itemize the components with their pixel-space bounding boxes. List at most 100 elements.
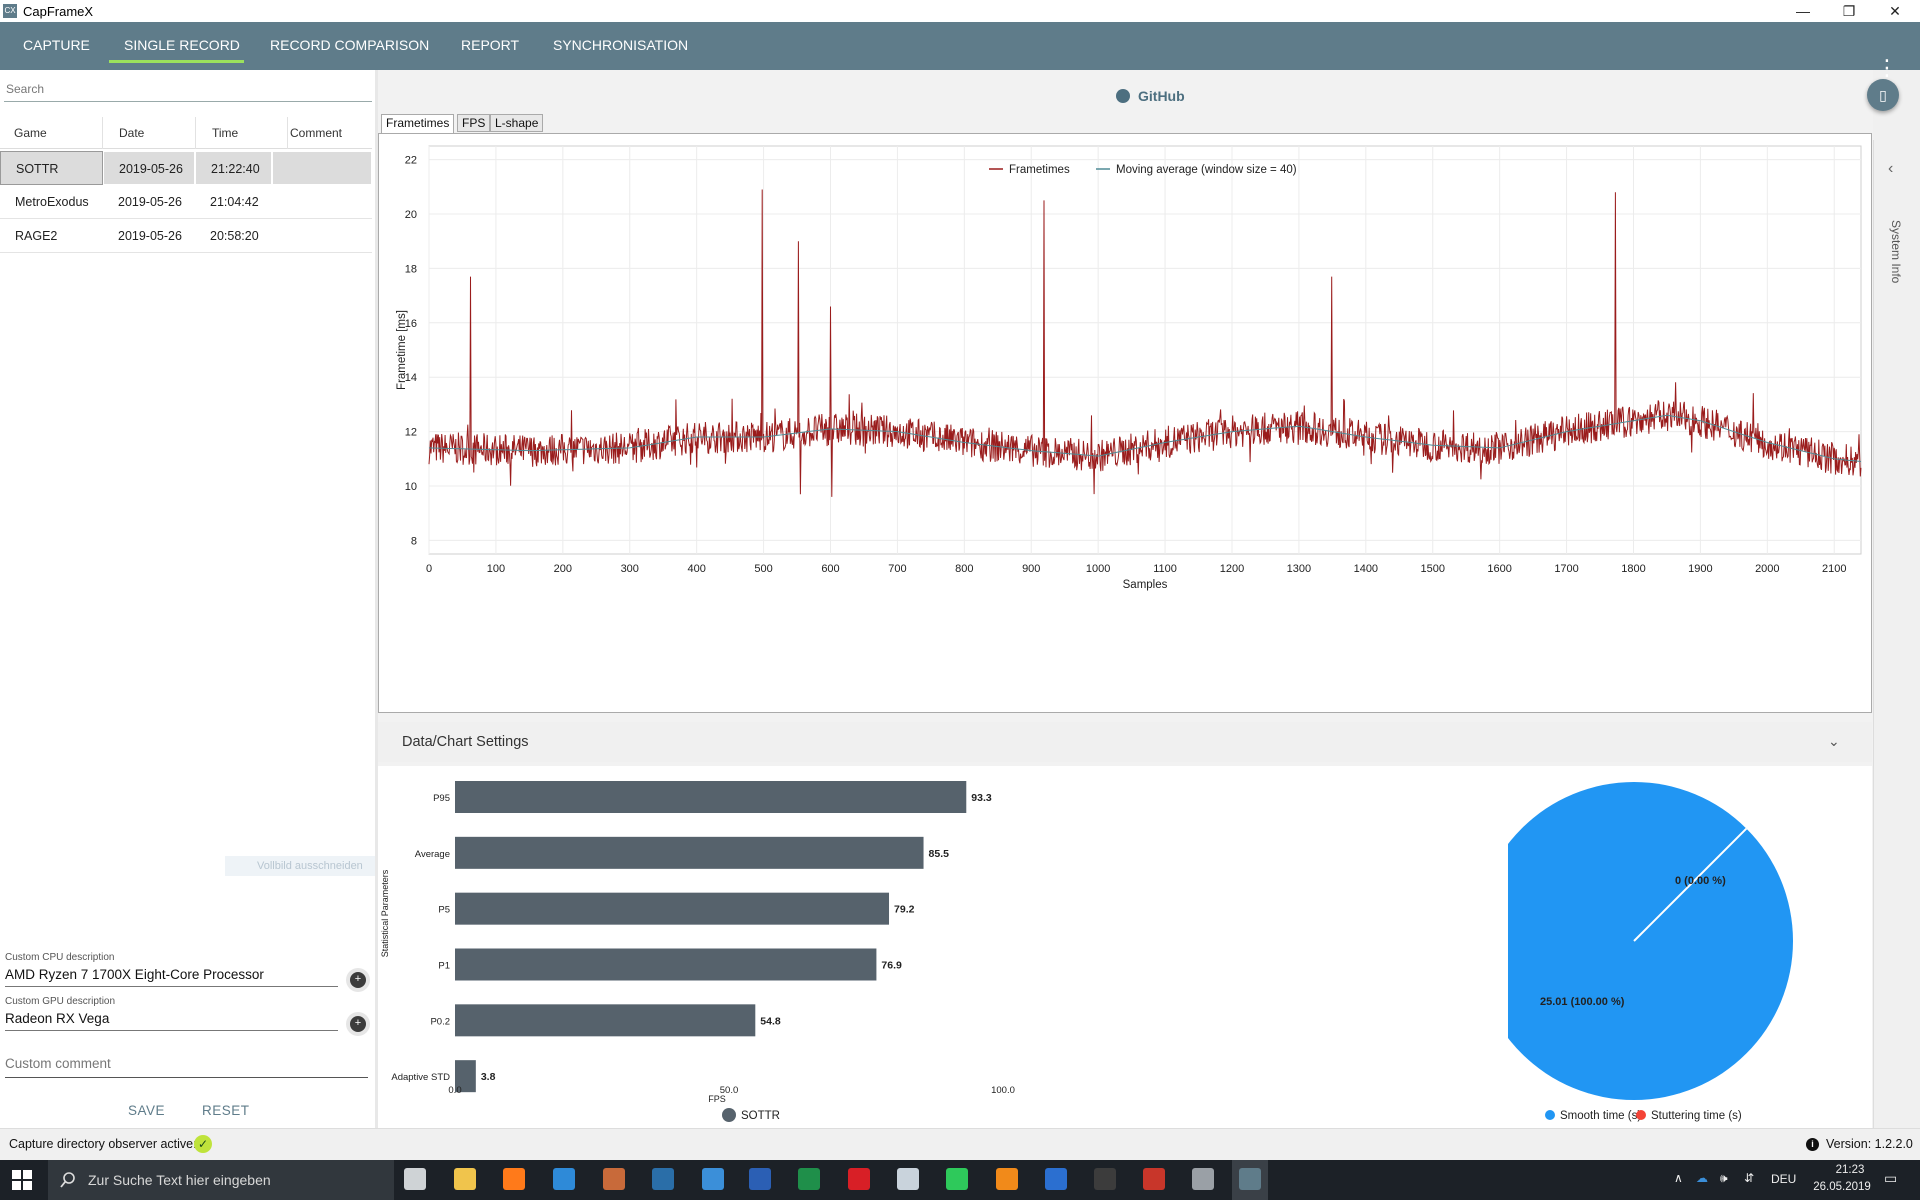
system-info-sidebar[interactable]	[1873, 140, 1920, 1128]
cell-comment[interactable]	[272, 219, 372, 253]
maximize-button[interactable]: ❐	[1842, 3, 1856, 19]
custom-comment-input[interactable]: Custom comment	[5, 1056, 368, 1078]
network-icon[interactable]: ⇵	[1744, 1171, 1755, 1185]
minimize-button[interactable]: —	[1796, 3, 1810, 19]
amd-icon[interactable]	[1143, 1168, 1165, 1190]
save-button[interactable]: SAVE	[128, 1103, 166, 1118]
chevron-down-icon[interactable]: ⌄	[1828, 733, 1840, 749]
data-chart-settings-bar[interactable]	[378, 722, 1872, 762]
window-title: CapFrameX	[23, 4, 94, 19]
y-tick-label: 8	[411, 535, 417, 547]
x-tick-label: 2100	[1822, 563, 1846, 575]
pie-slice-divider	[1633, 827, 1748, 942]
table-row[interactable]: SOTTR 2019-05-26 21:22:40	[0, 151, 372, 185]
whatsapp-icon[interactable]	[946, 1168, 968, 1190]
status-bar	[0, 1128, 1920, 1160]
value-label: 54.8	[760, 1015, 781, 1027]
firefox-icon[interactable]	[503, 1168, 525, 1190]
close-button[interactable]: ✕	[1889, 3, 1901, 19]
value-label: 76.9	[881, 960, 902, 972]
github-link[interactable]: GitHub	[1138, 88, 1185, 104]
document-icon[interactable]	[897, 1168, 919, 1190]
tab-record-comparison[interactable]: RECORD COMPARISON	[270, 37, 430, 53]
more-options-icon[interactable]: ⋮	[1876, 55, 1898, 80]
cell-comment[interactable]	[272, 151, 372, 185]
table-row[interactable]: RAGE2 2019-05-26 20:58:20	[0, 219, 372, 253]
capframex-icon[interactable]	[1239, 1168, 1261, 1190]
bar-p5	[455, 892, 890, 925]
column-header-game[interactable]: Game	[0, 117, 103, 149]
tab-report[interactable]: REPORT	[461, 37, 520, 53]
version-text: Version: 1.2.2.0	[1826, 1137, 1913, 1151]
x-tick-label: 600	[821, 563, 839, 575]
tray-chevron-up-icon[interactable]: ∧	[1674, 1171, 1683, 1185]
y-tick-label: 20	[405, 209, 417, 221]
x-tick-label: 1800	[1621, 563, 1645, 575]
tab-capture[interactable]: CAPTURE	[23, 37, 90, 53]
legend-sottr-label: SOTTR	[741, 1110, 780, 1122]
settings-gear-icon[interactable]	[1192, 1168, 1214, 1190]
record-list-panel: Search Game Date Time Comment SOTTR 2019…	[0, 70, 375, 1128]
x-tick-label: 700	[888, 563, 906, 575]
search-icon	[60, 1172, 75, 1188]
vlc-icon[interactable]	[996, 1168, 1018, 1190]
cpu-description-field[interactable]: AMD Ryzen 7 1700X Eight-Core Processor	[5, 967, 338, 987]
y-tick-label: 16	[405, 318, 417, 330]
taskbar-clock-time[interactable]: 21:23	[1835, 1164, 1865, 1176]
file-explorer-icon[interactable]	[454, 1168, 476, 1190]
observer-status-text: Capture directory observer active:	[9, 1137, 197, 1151]
task-view-icon[interactable]	[404, 1168, 426, 1190]
value-label: 93.3	[971, 792, 992, 804]
steam-icon[interactable]	[652, 1168, 674, 1190]
audio-icon[interactable]	[1045, 1168, 1067, 1190]
check-icon: ✓	[194, 1135, 212, 1153]
language-indicator[interactable]: DEU	[1771, 1172, 1797, 1186]
chevron-left-icon[interactable]: ‹	[1888, 160, 1894, 177]
add-cpu-button[interactable]: +	[350, 972, 366, 988]
bar-p1	[455, 948, 877, 981]
game-icon[interactable]	[603, 1168, 625, 1190]
search-input[interactable]: Search	[4, 82, 372, 102]
tab-single-record[interactable]: SINGLE RECORD	[124, 37, 240, 53]
value-label: 3.8	[481, 1071, 496, 1083]
x-tick-label: 2000	[1755, 563, 1779, 575]
table-row[interactable]: MetroExodus 2019-05-26 21:04:42	[0, 185, 372, 219]
tab-l-shape[interactable]: L-shape	[490, 114, 544, 132]
cell-comment[interactable]	[272, 185, 372, 219]
notification-icon[interactable]: ▭	[1884, 1170, 1898, 1186]
column-header-date[interactable]: Date	[103, 117, 196, 149]
volume-icon[interactable]: 🕪	[1720, 1171, 1728, 1185]
tab-synchronisation[interactable]: SYNCHRONISATION	[553, 37, 689, 53]
y-axis-label: Frametime [ms]	[396, 310, 408, 390]
reset-button[interactable]: RESET	[202, 1103, 250, 1118]
column-header-time[interactable]: Time	[196, 117, 288, 149]
thunderbird-icon[interactable]	[702, 1168, 724, 1190]
legend-smooth-label: Smooth time (s)	[1560, 1110, 1641, 1122]
x-tick-label: 1700	[1554, 563, 1578, 575]
legend-sottr-swatch	[722, 1108, 736, 1122]
category-label: Adaptive STD	[391, 1072, 450, 1083]
x-tick-label: 800	[955, 563, 973, 575]
panel-divider[interactable]	[375, 70, 378, 1128]
y-tick-label: 10	[405, 481, 417, 493]
gpu-description-field[interactable]: Radeon RX Vega	[5, 1011, 338, 1031]
phone-icon[interactable]: ▯	[1867, 79, 1899, 111]
taskbar-search-input[interactable]: Zur Suche Text hier eingeben	[88, 1172, 271, 1188]
calculator-icon[interactable]	[553, 1168, 575, 1190]
add-gpu-button[interactable]: +	[350, 1016, 366, 1032]
windows-start-icon[interactable]	[12, 1170, 32, 1190]
y-tick-label: 12	[405, 427, 417, 439]
tab-fps[interactable]: FPS	[457, 114, 491, 132]
column-header-comment[interactable]: Comment	[290, 126, 343, 140]
netflix-icon[interactable]	[848, 1168, 870, 1190]
taskbar-clock-date[interactable]: 26.05.2019	[1813, 1181, 1871, 1193]
terminal-icon[interactable]	[1094, 1168, 1116, 1190]
system-info-label: System Info	[1889, 220, 1903, 284]
taskbar-search-box[interactable]	[48, 1160, 394, 1200]
tab-frametimes[interactable]: Frametimes	[381, 114, 455, 134]
legend-smooth-swatch	[1545, 1110, 1555, 1120]
active-tab-indicator	[109, 60, 244, 63]
onedrive-icon[interactable]: ☁	[1696, 1171, 1708, 1185]
word-icon[interactable]	[749, 1168, 771, 1190]
excel-icon[interactable]	[798, 1168, 820, 1190]
